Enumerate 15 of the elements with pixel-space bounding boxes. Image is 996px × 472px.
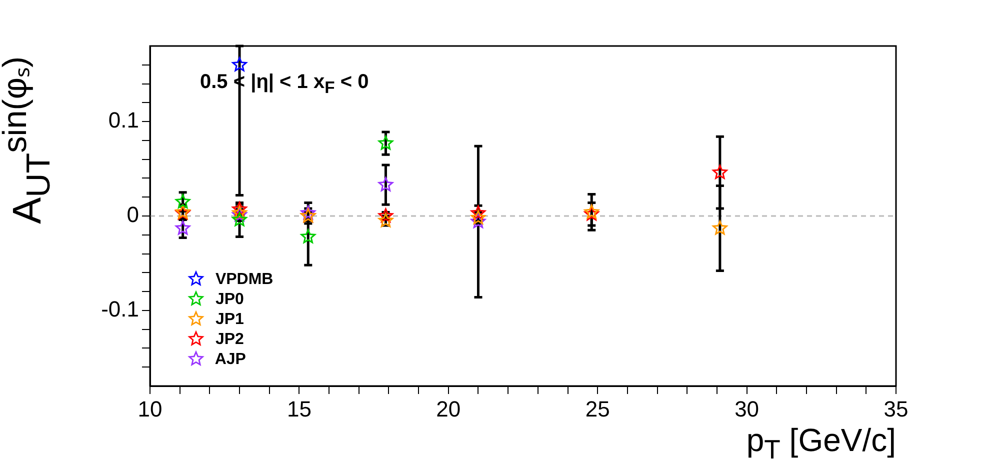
x-tick-label: 35 xyxy=(884,396,908,422)
legend-label: JP0 xyxy=(214,290,245,310)
legend-label: JP1 xyxy=(214,310,245,330)
x-tick-label: 30 xyxy=(734,396,760,422)
y-tick-label: 0 xyxy=(126,202,139,228)
y-tick-label: 0.1 xyxy=(108,108,139,133)
legend-label: AJP xyxy=(214,350,247,370)
x-tick-label: 10 xyxy=(138,396,162,422)
legend-label: JP2 xyxy=(214,330,245,350)
x-tick-label: 15 xyxy=(286,396,312,422)
legend-label: VPDMB xyxy=(214,270,274,290)
x-tick-label: 25 xyxy=(585,396,610,422)
x-tick-label: 20 xyxy=(436,396,461,422)
y-tick-label: -0.1 xyxy=(101,296,139,322)
x-axis-title: p$_{T}$ [GeV/c] xyxy=(746,422,896,466)
